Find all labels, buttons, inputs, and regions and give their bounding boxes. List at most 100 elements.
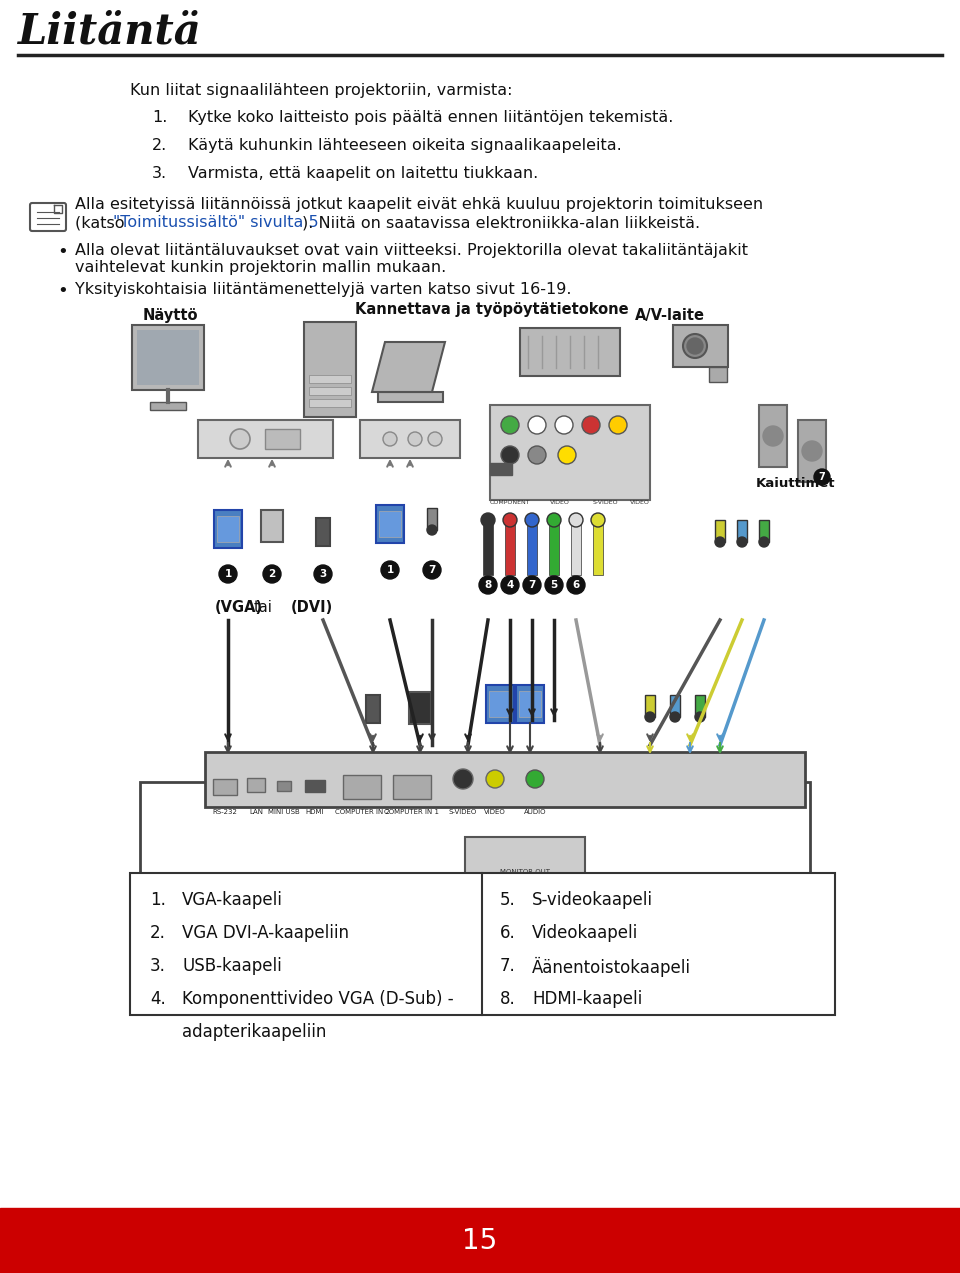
Circle shape [528, 446, 546, 463]
Text: vaihtelevat kunkin projektorin mallin mukaan.: vaihtelevat kunkin projektorin mallin mu… [75, 260, 446, 275]
Circle shape [501, 575, 519, 594]
Text: Äänentoistokaapeli: Äänentoistokaapeli [532, 957, 691, 978]
Text: S-VIDEO: S-VIDEO [592, 500, 618, 505]
Circle shape [486, 770, 504, 788]
Text: 8.: 8. [500, 990, 516, 1008]
Text: (katso: (katso [75, 215, 130, 230]
Circle shape [526, 770, 544, 788]
Bar [379, 510, 401, 537]
Text: 1.: 1. [152, 109, 167, 125]
Text: S-videokaapeli: S-videokaapeli [532, 891, 653, 909]
Text: 3.: 3. [150, 957, 166, 975]
Bar [316, 518, 330, 546]
Text: RS-232: RS-232 [212, 810, 237, 815]
Text: 1: 1 [386, 565, 394, 575]
Bar [489, 913, 511, 939]
Circle shape [759, 537, 769, 547]
Bar [670, 695, 680, 717]
Bar [305, 780, 325, 792]
Text: COMPUTER IN 2: COMPUTER IN 2 [335, 810, 390, 815]
Bar [366, 695, 380, 723]
Text: 2: 2 [269, 569, 276, 579]
Circle shape [525, 513, 539, 527]
Circle shape [428, 432, 442, 446]
Bar [759, 519, 769, 542]
Text: VIDEO: VIDEO [550, 500, 570, 505]
Bar [527, 516, 537, 575]
Text: Käytä kuhunkin lähteeseen oikeita signaalikaapeleita.: Käytä kuhunkin lähteeseen oikeita signaa… [188, 137, 622, 153]
Bar [798, 420, 826, 482]
Bar [490, 463, 512, 475]
Circle shape [715, 537, 725, 547]
Text: MINI USB: MINI USB [268, 810, 300, 815]
Text: Yksityiskohtaisia liitäntämenettelyjä varten katso sivut 16-19.: Yksityiskohtaisia liitäntämenettelyjä va… [75, 283, 571, 297]
Text: 4: 4 [506, 580, 514, 589]
Circle shape [528, 416, 546, 434]
Circle shape [683, 334, 707, 358]
Bar [505, 516, 515, 575]
Text: 3.: 3. [152, 165, 167, 181]
Circle shape [547, 513, 561, 527]
Text: 1.: 1. [150, 891, 166, 909]
Text: (VGA): (VGA) [215, 600, 263, 615]
Text: •: • [57, 243, 68, 261]
Bar [695, 695, 705, 717]
Circle shape [263, 565, 281, 583]
Bar [261, 510, 283, 542]
Text: Alla olevat liitäntäluvaukset ovat vain viitteeksi. Projektorilla olevat takalii: Alla olevat liitäntäluvaukset ovat vain … [75, 243, 748, 258]
Bar [265, 429, 300, 449]
Bar [673, 325, 728, 367]
Bar [137, 330, 199, 384]
Text: ). Niitä on saatavissa elektroniikka-alan liikkeistä.: ). Niitä on saatavissa elektroniikka-ala… [302, 215, 700, 230]
Bar [483, 516, 493, 575]
Bar [520, 328, 620, 376]
Circle shape [219, 565, 237, 583]
Text: 6: 6 [572, 580, 580, 589]
Text: VGA-kaapeli: VGA-kaapeli [182, 891, 283, 909]
Bar [519, 691, 541, 717]
Text: AUDIO: AUDIO [524, 810, 546, 815]
Bar [549, 516, 559, 575]
Bar [427, 508, 437, 530]
Bar [490, 405, 650, 500]
Bar [465, 838, 585, 892]
Text: HDMI-kaapeli: HDMI-kaapeli [532, 990, 642, 1008]
Text: VIDEO: VIDEO [484, 810, 506, 815]
Bar [130, 873, 835, 1015]
Bar [213, 779, 237, 796]
Bar [304, 322, 356, 418]
Bar [486, 906, 514, 945]
Bar [593, 516, 603, 575]
Text: Alla esitetyissä liitännöissä jotkut kaapelit eivät ehkä kuuluu projektorin toim: Alla esitetyissä liitännöissä jotkut kaa… [75, 197, 763, 213]
Text: Kytke koko laitteisto pois päältä ennen liitäntöjen tekemistä.: Kytke koko laitteisto pois päältä ennen … [188, 109, 673, 125]
Circle shape [695, 712, 705, 722]
Circle shape [503, 513, 517, 527]
Bar [140, 782, 810, 952]
Circle shape [567, 575, 585, 594]
Text: tai: tai [254, 600, 273, 615]
Text: 8: 8 [485, 580, 492, 589]
Bar [516, 685, 544, 723]
Text: COMPUTER IN 1: COMPUTER IN 1 [385, 810, 440, 815]
Text: LAN: LAN [249, 810, 263, 815]
Circle shape [453, 769, 473, 789]
Text: 2.: 2. [150, 924, 166, 942]
Circle shape [737, 537, 747, 547]
Circle shape [814, 468, 830, 485]
Text: S-VIDEO: S-VIDEO [449, 810, 477, 815]
Bar [214, 510, 242, 547]
Bar [409, 693, 431, 724]
Polygon shape [372, 342, 445, 392]
Text: USB-kaapeli: USB-kaapeli [182, 957, 281, 975]
Circle shape [314, 565, 332, 583]
Text: Kannettava ja työpöytätietokone: Kannettava ja työpöytätietokone [355, 302, 629, 317]
Bar [376, 505, 404, 544]
Text: 15: 15 [463, 1227, 497, 1255]
Circle shape [408, 432, 422, 446]
Text: A/V-laite: A/V-laite [635, 308, 705, 323]
Bar [571, 516, 581, 575]
Text: 7: 7 [428, 565, 436, 575]
Text: Kun liitat signaalilähteen projektoriin, varmista:: Kun liitat signaalilähteen projektoriin,… [130, 83, 513, 98]
Circle shape [545, 575, 563, 594]
Bar [247, 778, 265, 792]
